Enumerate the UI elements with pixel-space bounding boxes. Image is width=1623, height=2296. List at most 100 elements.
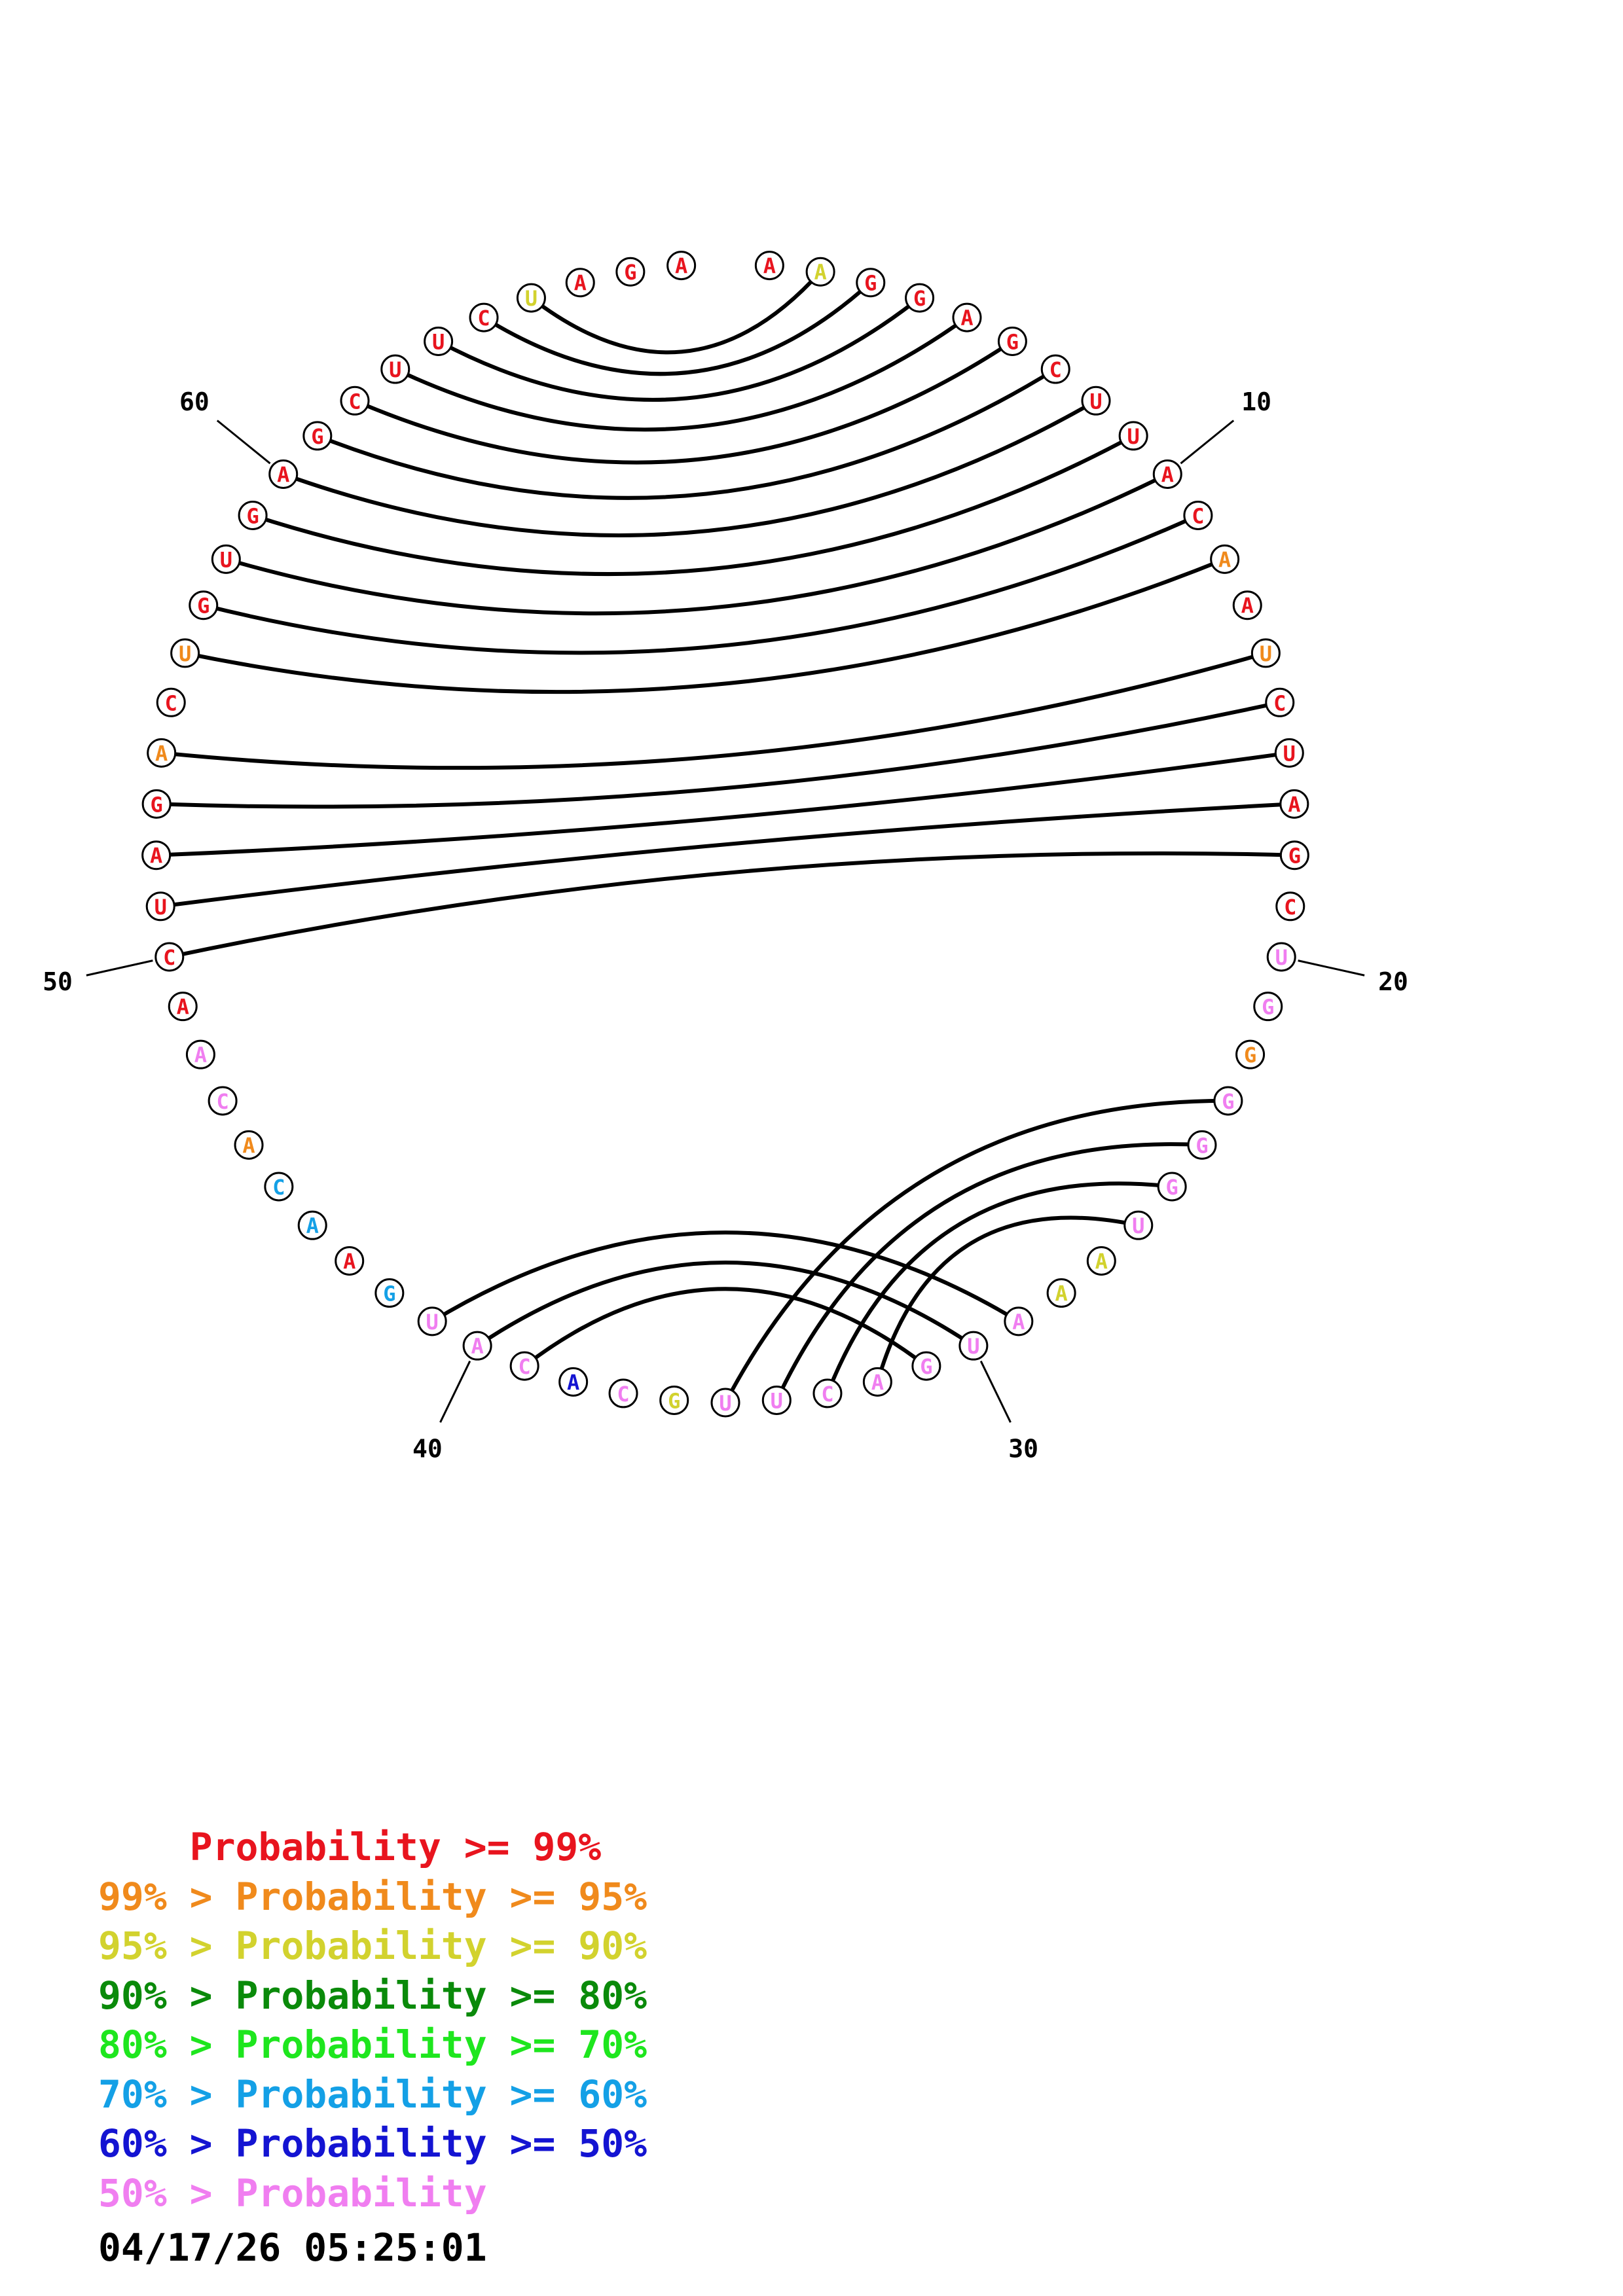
nucleotide-41: U [417,1306,447,1336]
nucleotide-circle [1081,386,1111,416]
nucleotide-letter: C [821,1382,833,1407]
nucleotide-letter: U [389,357,401,382]
nucleotide-24: G [1187,1130,1217,1160]
nucleotide-19: C [1275,891,1305,922]
pair-24-34 [775,1142,1203,1401]
nucleotide-letter: G [1006,330,1019,355]
nucleotide-letter: G [1262,995,1274,1020]
nucleotide-letter: G [1288,844,1301,869]
nucleotide-letter: A [1241,594,1254,619]
nucleotide-circle [297,1210,327,1240]
nucleotide-circle [509,1351,539,1381]
nucleotide-letter: G [913,286,926,311]
nucleotide-51: U [145,891,175,922]
nucleotide-32: A [862,1367,892,1397]
nucleotide-12: A [1210,544,1240,574]
nucleotide-circle [168,992,198,1022]
nucleotide-circle [156,687,186,717]
nucleotide-circle [264,1172,294,1202]
nucleotide-15: C [1265,687,1295,717]
pair-17-51 [160,802,1295,908]
nucleotide-letter: C [216,1089,228,1114]
nucleotide-letter: C [1049,357,1062,382]
pair-5-63 [394,315,968,432]
nucleotide-circle [615,257,646,287]
nucleotide-23: G [1213,1086,1243,1116]
nucleotide-circle [1213,1086,1243,1116]
nucleotide-22: G [1235,1039,1266,1069]
nucleotide-29: A [1004,1306,1034,1336]
nucleotide-9: U [1118,421,1148,451]
legend-row-1: 99% > Probability >= 95% [98,1874,647,1919]
nucleotide-letter: G [864,271,877,296]
nucleotide-28: A [1046,1278,1076,1308]
nucleotide-circle [1266,942,1296,972]
nucleotide-8: U [1081,386,1111,416]
nucleotide-35: U [710,1388,740,1418]
position-label-20: 20 [1378,967,1408,996]
legend-row-2: 95% > Probability >= 90% [98,1924,647,1968]
nucleotide-57: G [189,590,219,620]
nucleotide-letter: U [1275,945,1288,970]
nucleotide-37: C [608,1378,638,1408]
timestamp: 04/17/26 05:25:01 [98,2225,487,2270]
nucleotide-circle [234,1130,264,1160]
pair-23-35 [723,1098,1228,1404]
nucleotide-letter: G [920,1354,932,1379]
nucleotide-letter: A [471,1334,483,1359]
nucleotide-letter: G [311,424,323,449]
nucleotide-circle [141,840,172,870]
nucleotide-circle [185,1039,215,1069]
pair-9-59 [252,434,1135,577]
nucleotide-circle [862,1367,892,1397]
nucleotide-52: A [141,840,172,870]
position-label-10: 10 [1241,387,1271,416]
nucleotide-31: G [911,1351,941,1381]
nucleotide-63: U [380,354,410,384]
nucleotide-circle [189,590,219,620]
nucleotide-circle [558,1367,589,1397]
nucleotide-letter: C [348,389,361,414]
nucleotide-circle [424,327,454,357]
nucleotide-circle [1275,891,1305,922]
nucleotide-45: C [264,1172,294,1202]
nucleotide-circle [155,942,185,972]
nucleotide-letter: A [1161,462,1174,487]
nucleotide-circle [805,257,835,287]
nucleotide-circle [1210,544,1240,574]
position-label-40: 40 [412,1435,443,1463]
nucleotide-letter: A [574,271,587,296]
nucleotide-letter: A [1288,792,1300,817]
nucleotide-letter: U [967,1334,979,1359]
nucleotide-letter: A [1012,1310,1025,1335]
pair-3-65 [483,281,872,376]
nucleotide-letter: A [1055,1282,1068,1306]
nucleotide-30: U [958,1331,989,1361]
nucleotide-circle [1040,354,1070,384]
nucleotide-circle [1183,500,1213,530]
position-ticks: 10 20 30 40 50 60 [43,387,1408,1463]
nucleotide-letter: A [177,995,189,1020]
nucleotide-letter: G [383,1282,395,1306]
pair-4-64 [437,296,921,402]
nucleotide-14: U [1250,638,1281,668]
nucleotide-circle [1279,789,1309,819]
nucleotide-circle [211,544,241,574]
nucleotide-letter: U [1283,741,1296,766]
tick-10 [1180,420,1235,465]
nucleotide-circle [147,738,177,768]
nucleotide-65: C [469,302,499,332]
nucleotide-48: A [185,1039,215,1069]
nucleotide-circle [958,1331,989,1361]
tick-30 [979,1360,1012,1423]
legend-row-5: 70% > Probability >= 60% [98,2072,647,2117]
nucleotide-6: G [997,327,1027,357]
nucleotide-circle [462,1331,492,1361]
nucleotide-36: G [659,1385,689,1415]
nucleotide-circle [374,1278,405,1308]
nucleotide-21: G [1253,992,1283,1022]
position-label-50: 50 [43,967,73,996]
pair-12-56 [184,557,1226,694]
legend-row-3: 90% > Probability >= 80% [98,1973,647,2018]
nucleotide-47: C [208,1086,238,1116]
